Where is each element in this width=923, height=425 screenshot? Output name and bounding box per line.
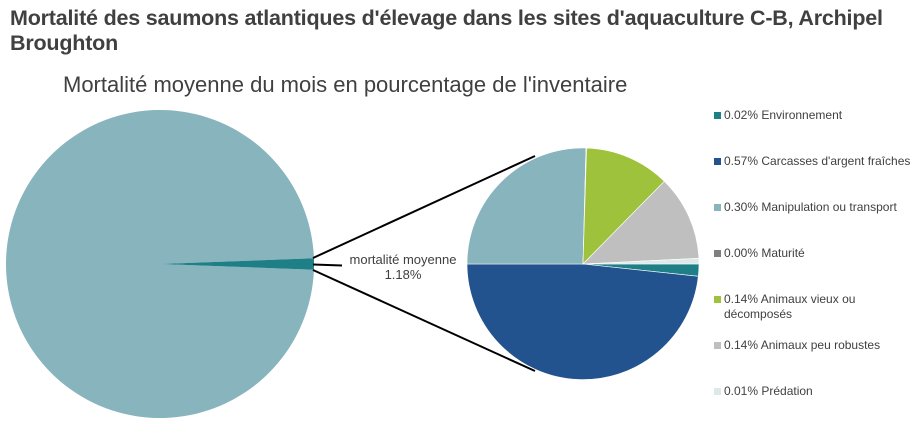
slice-manipulation[interactable] (466, 147, 587, 265)
legend-label: 0.14% Animaux vieux ou décomposés (724, 292, 856, 321)
legend-label: 0.01% Prédation (724, 384, 813, 398)
legend-swatch-icon (714, 204, 721, 211)
primary-pie-slice-remaining[interactable] (6, 110, 314, 419)
legend-swatch-icon (714, 296, 721, 303)
legend-swatch-icon (714, 158, 721, 165)
chart-title: Mortalité des saumons atlantiques d'élev… (10, 6, 883, 55)
legend-label: 0.02% Environnement (724, 108, 843, 122)
legend-item-maturite[interactable]: 0.00% Maturité (714, 246, 914, 261)
legend-label: 0.57% Carcasses d'argent fraîches (724, 154, 911, 168)
callout-label: mortalité moyenne (349, 252, 457, 267)
legend-swatch-icon (714, 112, 721, 119)
chart-subtitle: Mortalité moyenne du mois en pourcentage… (63, 72, 628, 97)
slice-predation[interactable] (582, 257, 700, 265)
legend-item-predation[interactable]: 0.01% Prédation (714, 384, 914, 399)
slice-peu-robustes[interactable] (582, 180, 700, 265)
legend-item-carcasses[interactable]: 0.57% Carcasses d'argent fraîches (714, 154, 914, 169)
primary-pie-slice-mortality[interactable] (160, 258, 315, 270)
mortality-callout-label: mortalité moyenne 1.18% (343, 252, 463, 282)
callout-value: 1.18% (384, 267, 422, 282)
legend-item-peu-robustes[interactable]: 0.14% Animaux peu robustes (714, 338, 914, 353)
primary-pie (6, 110, 315, 419)
legend-swatch-icon (714, 342, 721, 349)
legend-label: 0.00% Maturité (724, 246, 805, 260)
legend-item-environnement[interactable]: 0.02% Environnement (714, 108, 914, 123)
legend-label: 0.30% Manipulation ou transport (724, 200, 897, 214)
secondary-pie (466, 147, 700, 380)
slice-carcasses[interactable] (466, 263, 699, 380)
connector-lines (312, 155, 536, 372)
legend-label: 0.14% Animaux peu robustes (724, 338, 881, 352)
legend-item-animaux-vieux[interactable]: 0.14% Animaux vieux ou décomposés (714, 292, 884, 322)
slice-animaux-vieux[interactable] (582, 147, 665, 265)
legend-item-manipulation[interactable]: 0.30% Manipulation ou transport (714, 200, 914, 215)
legend-swatch-icon (714, 388, 721, 395)
legend-swatch-icon (714, 250, 721, 257)
